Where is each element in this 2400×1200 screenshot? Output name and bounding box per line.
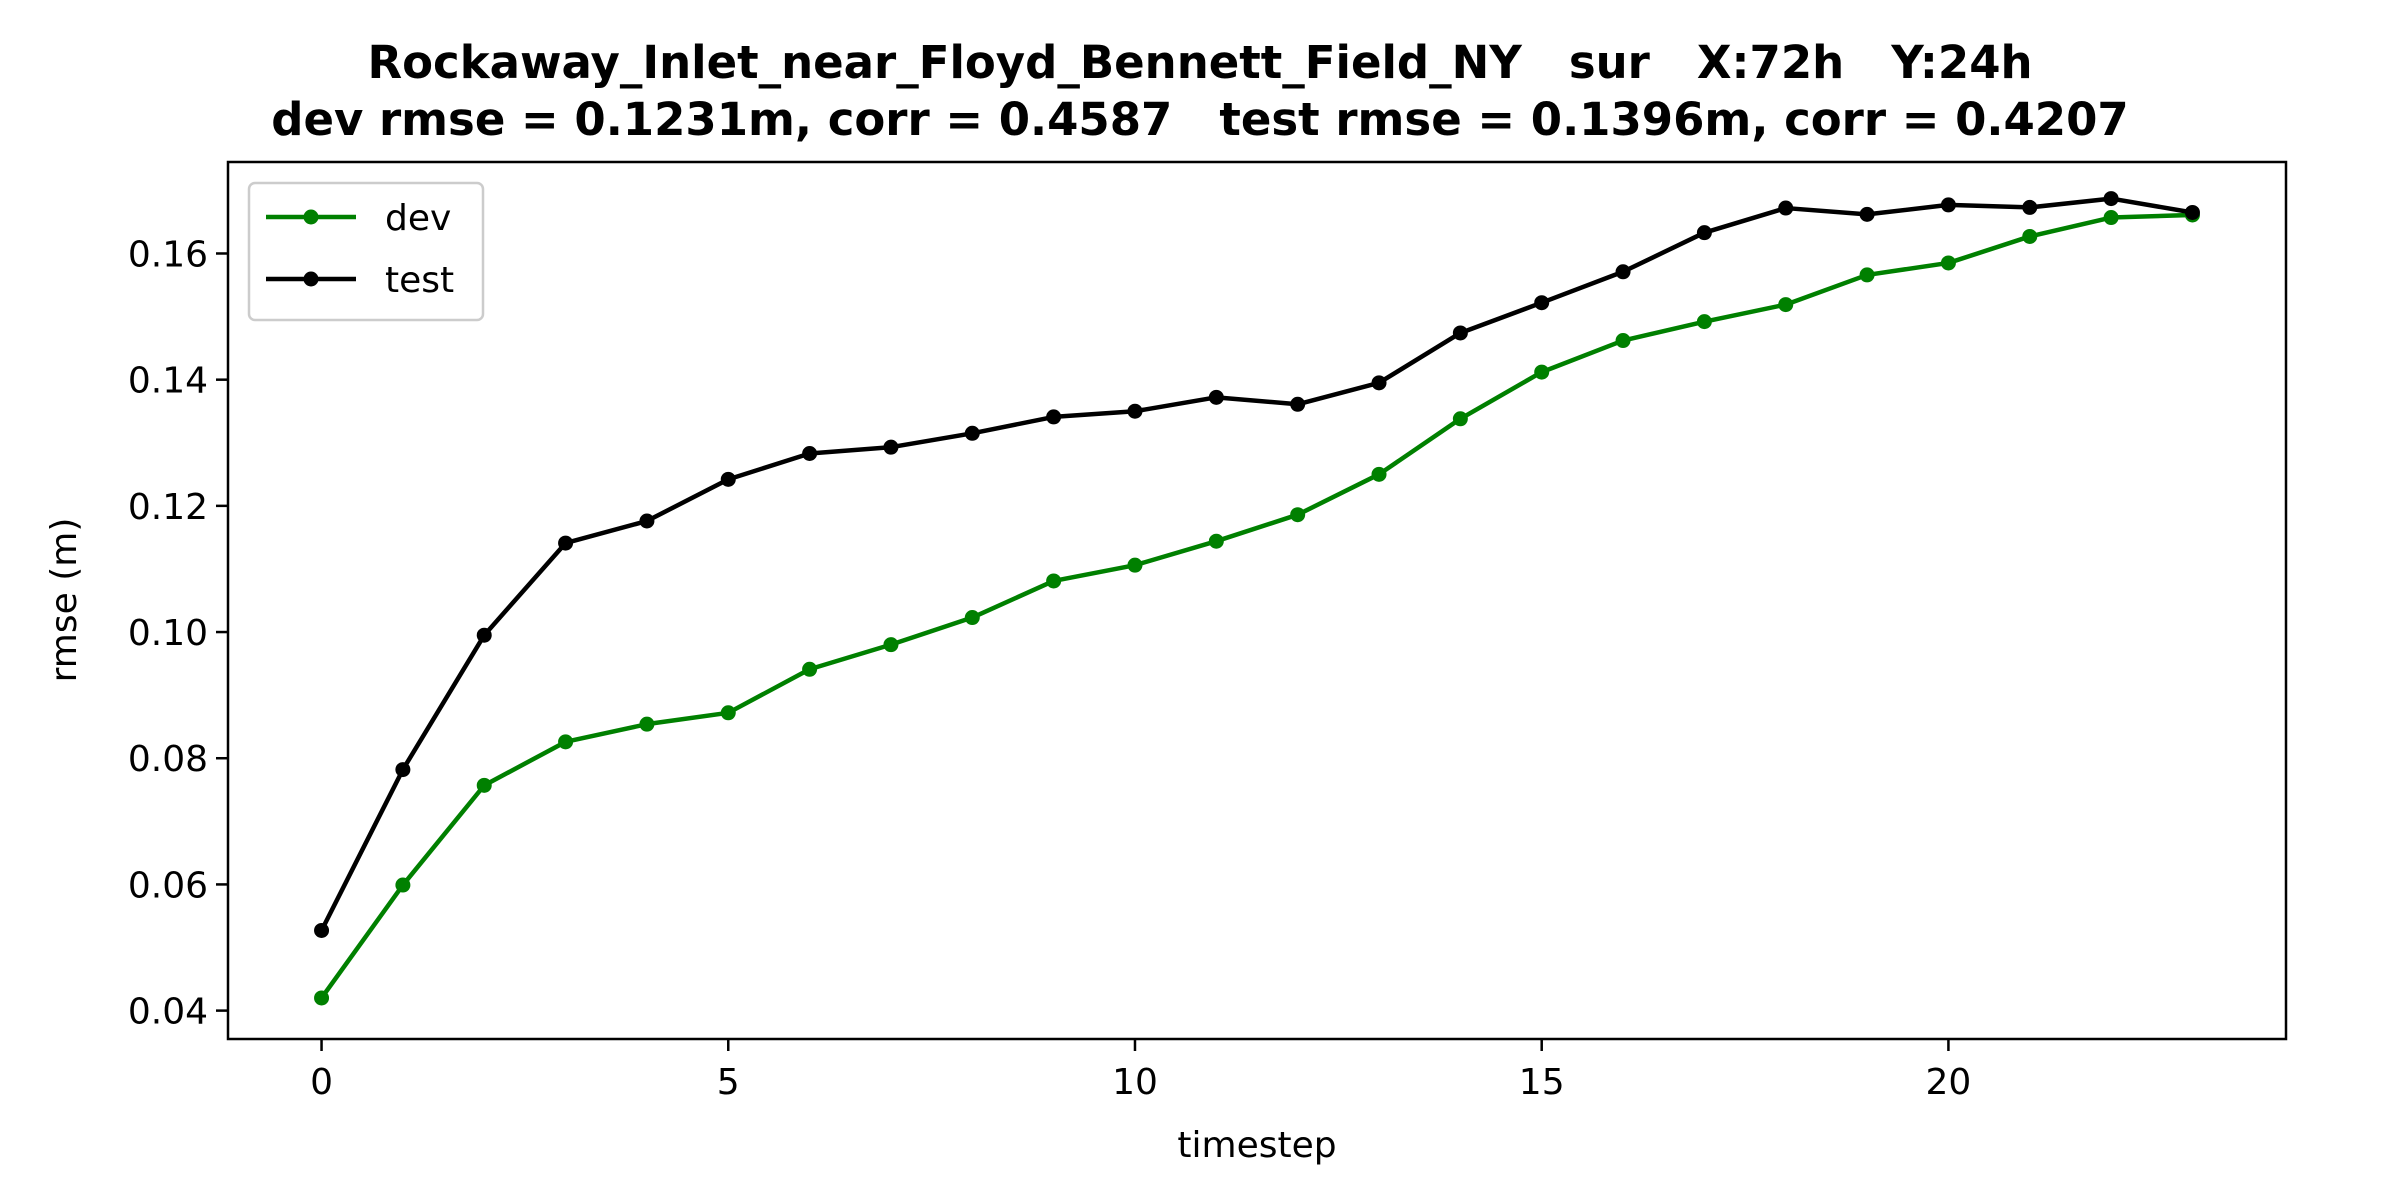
data-point-test: [2022, 199, 2038, 215]
data-point-dev: [964, 610, 980, 626]
data-point-dev: [1127, 557, 1143, 573]
legend-label-test: test: [385, 260, 454, 301]
y-axis-label: rmse (m): [44, 518, 85, 683]
y-tick-label: 0.16: [128, 234, 208, 275]
data-point-test: [1696, 225, 1712, 241]
data-point-dev: [1534, 364, 1550, 380]
y-tick-label: 0.10: [128, 613, 208, 654]
data-point-test: [1290, 396, 1306, 412]
data-point-dev: [314, 990, 330, 1006]
data-point-dev: [1778, 297, 1794, 313]
data-point-test: [476, 627, 492, 643]
data-point-test: [1208, 389, 1224, 405]
data-point-dev: [802, 661, 818, 677]
data-point-test: [883, 439, 899, 455]
series-line-test: [318, 196, 2196, 934]
x-axis-label: timestep: [1177, 1125, 1336, 1166]
data-point-test: [558, 535, 574, 551]
y-tick-label: 0.12: [128, 487, 208, 528]
data-point-test: [1615, 264, 1631, 280]
data-point-dev: [883, 637, 899, 653]
y-tick-label: 0.06: [128, 865, 208, 906]
data-point-test: [720, 471, 736, 487]
data-point-dev: [2103, 210, 2119, 226]
data-point-dev: [2022, 228, 2038, 244]
x-tick-label: 5: [717, 1062, 740, 1103]
data-point-dev: [476, 777, 492, 793]
data-point-dev: [558, 734, 574, 750]
legend-label-dev: dev: [385, 198, 451, 239]
data-point-test: [964, 425, 980, 441]
data-point-test: [1452, 325, 1468, 341]
y-axis-ticks: 0.04 0.06 0.08 0.10 0.12 0.14 0.16: [128, 234, 228, 1033]
data-point-dev: [395, 877, 411, 893]
data-point-test: [2103, 191, 2119, 207]
chart-subtitle: dev rmse = 0.1231m, corr = 0.4587 test r…: [271, 93, 2129, 146]
data-point-dev: [639, 716, 655, 732]
data-point-test: [1534, 295, 1550, 311]
data-point-test: [1859, 206, 1875, 222]
data-point-dev: [720, 705, 736, 721]
data-point-test: [314, 922, 330, 938]
legend-marker-test: [303, 271, 319, 287]
data-point-dev: [1940, 255, 1956, 271]
data-point-dev: [1615, 333, 1631, 349]
data-point-test: [1940, 197, 1956, 213]
data-point-dev: [1371, 466, 1387, 482]
x-tick-label: 0: [310, 1062, 333, 1103]
data-point-test: [2184, 204, 2200, 220]
series-line-dev: [318, 212, 2195, 1002]
y-tick-label: 0.08: [128, 739, 208, 780]
data-point-test: [639, 513, 655, 529]
data-point-test: [1046, 409, 1062, 425]
plot-area-frame: [226, 160, 2288, 1041]
data-point-test: [802, 445, 818, 461]
data-point-dev: [1290, 507, 1306, 523]
data-point-test: [1371, 375, 1387, 391]
legend-marker-dev: [303, 209, 319, 225]
data-point-dev: [1452, 411, 1468, 427]
y-tick-label: 0.14: [128, 361, 208, 402]
y-tick-label: 0.04: [128, 992, 208, 1033]
series-layer: [314, 191, 2200, 1006]
data-point-dev: [1696, 314, 1712, 330]
data-point-dev: [1208, 533, 1224, 549]
x-tick-label: 10: [1112, 1062, 1158, 1103]
data-point-dev: [1859, 267, 1875, 283]
x-tick-label: 15: [1519, 1062, 1565, 1103]
x-axis-ticks: 0 5 10 15 20: [310, 1039, 1971, 1103]
legend: dev test: [247, 181, 485, 322]
chart-title: Rockaway_Inlet_near_Floyd_Bennett_Field_…: [367, 36, 2032, 89]
data-point-test: [395, 762, 411, 778]
data-point-test: [1778, 200, 1794, 216]
data-point-test: [1127, 403, 1143, 419]
x-tick-label: 20: [1926, 1062, 1972, 1103]
data-point-dev: [1046, 573, 1062, 589]
